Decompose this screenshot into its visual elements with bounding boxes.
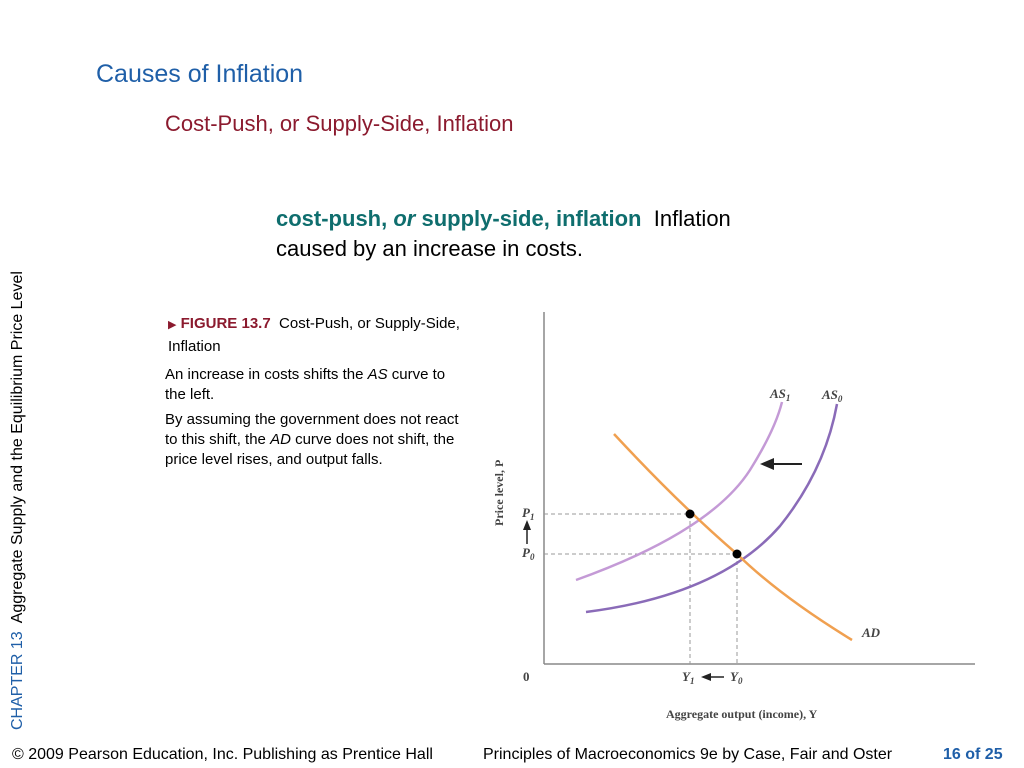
definition-text-line2: caused by an increase in costs. bbox=[276, 236, 583, 261]
as1-curve bbox=[575, 401, 784, 582]
definition-term-or: or bbox=[393, 206, 416, 231]
figure-caption: ▶ FIGURE 13.7 Cost-Push, or Supply-Side,… bbox=[168, 313, 473, 357]
left-arrow-icon bbox=[760, 458, 774, 470]
footer-page-number: 16 of 25 bbox=[943, 746, 1003, 763]
as1-label: AS1 bbox=[769, 386, 790, 403]
figure-description-2: By assuming the government does not reac… bbox=[165, 410, 465, 470]
definition-term-part2: supply-side, inflation bbox=[421, 206, 642, 231]
ad-curve bbox=[613, 433, 853, 642]
equilibrium-point-new bbox=[685, 509, 695, 519]
as0-curve bbox=[585, 403, 839, 614]
footer-book-title: Principles of Macroeconomics 9e by Case,… bbox=[483, 746, 893, 763]
footer-copyright: © 2009 Pearson Education, Inc. Publishin… bbox=[12, 746, 433, 763]
figure-description-1: An increase in costs shifts the AS curve… bbox=[165, 365, 465, 405]
figure-marker-icon: ▶ bbox=[168, 319, 177, 331]
desc1-text-b: AS bbox=[367, 366, 388, 383]
slide-title: Causes of Inflation bbox=[96, 60, 304, 88]
desc2-text-c: curve does not shift, the price level ri… bbox=[165, 431, 455, 468]
chapter-number: CHAPTER 13 bbox=[9, 631, 26, 730]
chapter-side-label: CHAPTER 13 Aggregate Supply and the Equi… bbox=[8, 271, 28, 730]
desc1-text-a: An increase in costs shifts the bbox=[165, 366, 368, 383]
ad-label: AD bbox=[861, 625, 881, 640]
up-arrow-icon bbox=[523, 520, 531, 530]
y-axis-label: Price level, P bbox=[492, 460, 506, 526]
desc1-text-c: curve to the left. bbox=[165, 366, 446, 403]
definition-term-part1: cost-push, bbox=[276, 206, 388, 231]
desc2-text-b: AD bbox=[270, 431, 291, 448]
x-axis-label: Aggregate output (income), Y bbox=[666, 707, 818, 721]
as0-label: AS0 bbox=[821, 387, 843, 404]
figure-caption-text: Cost-Push, or Supply-Side, Inflation bbox=[168, 315, 460, 355]
chapter-title: Aggregate Supply and the Equilibrium Pri… bbox=[9, 271, 26, 624]
definition-text-line1: Inflation bbox=[653, 206, 731, 231]
slide-subtitle: Cost-Push, or Supply-Side, Inflation bbox=[165, 111, 514, 136]
definition-block: cost-push, or supply-side, inflation Inf… bbox=[276, 204, 836, 264]
origin-label: 0 bbox=[523, 669, 530, 684]
figure-label: FIGURE 13.7 bbox=[180, 315, 271, 332]
y0-label: Y0 bbox=[730, 669, 743, 686]
desc2-text-a: By assuming the government does not reac… bbox=[165, 411, 459, 448]
y1-label: Y1 bbox=[682, 669, 694, 686]
cost-push-diagram: AS1 AS0 AD P1 P0 Y1 Y0 0 Aggregate outpu… bbox=[492, 312, 975, 721]
equilibrium-point-initial bbox=[732, 549, 742, 559]
p0-label: P0 bbox=[522, 545, 535, 562]
p1-label: P1 bbox=[522, 505, 534, 522]
left-arrow-small-icon bbox=[701, 673, 711, 681]
